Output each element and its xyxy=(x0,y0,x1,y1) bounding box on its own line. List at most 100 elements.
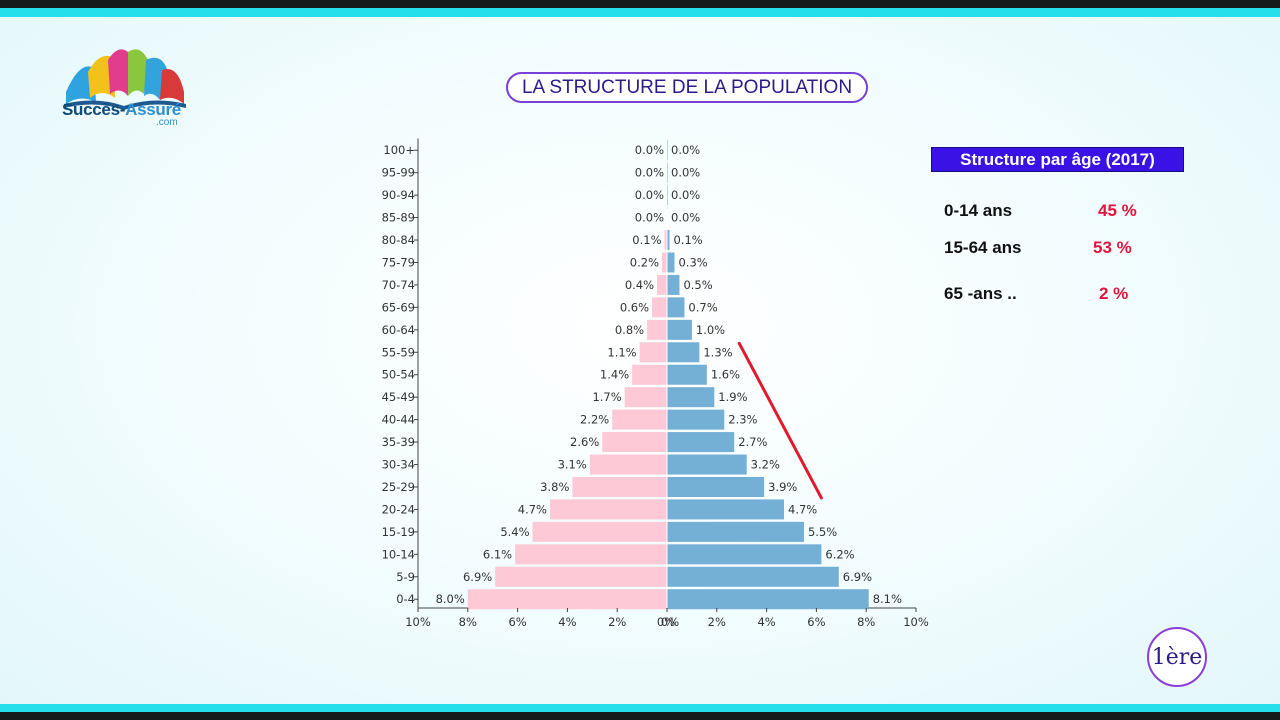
bottom-frame-bar xyxy=(0,712,1280,720)
y-tick-label: 80-84 xyxy=(382,233,415,247)
bar-left xyxy=(662,252,667,273)
x-tick-label: 6% xyxy=(508,615,526,629)
data-label-left: 0.0% xyxy=(635,143,664,157)
bar-right xyxy=(667,140,668,161)
data-label-left: 0.1% xyxy=(632,233,661,247)
trend-annotation-line xyxy=(737,341,823,500)
bar-right xyxy=(667,319,692,340)
top-accent-stripe xyxy=(0,8,1280,17)
data-label-left: 0.2% xyxy=(630,255,659,269)
x-tick-label: 8% xyxy=(459,615,477,629)
bar-right xyxy=(667,566,839,587)
y-tick-label: 75-79 xyxy=(382,255,415,269)
y-tick-label: 55-59 xyxy=(382,345,415,359)
data-label-left: 0.8% xyxy=(615,323,644,337)
bar-left xyxy=(639,342,667,363)
y-tick-label: 90-94 xyxy=(382,188,415,202)
x-tick-label: 4% xyxy=(558,615,576,629)
logo-wordmark: Succès-Assuré xyxy=(62,100,181,119)
bar-right xyxy=(667,364,707,385)
bar-left xyxy=(664,230,667,251)
stat-value-15-64: 53 % xyxy=(1093,238,1132,257)
data-label-right: 1.6% xyxy=(711,368,740,382)
bar-right xyxy=(667,274,680,295)
y-tick-label: 40-44 xyxy=(382,413,415,427)
logo-domain: .com xyxy=(156,117,178,128)
data-label-left: 6.9% xyxy=(463,570,492,584)
x-tick-label: 4% xyxy=(757,615,775,629)
stat-label-0-14: 0-14 ans xyxy=(944,201,1013,220)
y-tick-label: 10-14 xyxy=(382,547,415,561)
bar-right xyxy=(667,342,700,363)
data-label-left: 1.1% xyxy=(607,345,636,359)
bar-left xyxy=(572,476,667,497)
bar-left xyxy=(657,274,667,295)
data-label-left: 0.0% xyxy=(635,211,664,225)
x-tick-label: 0% xyxy=(661,615,679,629)
data-label-left: 0.0% xyxy=(635,166,664,180)
data-label-right: 0.0% xyxy=(671,211,700,225)
bar-left xyxy=(624,387,667,408)
bar-right xyxy=(667,544,822,565)
data-label-right: 4.7% xyxy=(788,502,817,516)
y-tick-label: 15-19 xyxy=(382,525,415,539)
bar-right xyxy=(667,432,735,453)
level-badge: 1ère xyxy=(1147,627,1207,687)
data-label-right: 8.1% xyxy=(873,592,902,606)
x-tick-label: 6% xyxy=(807,615,825,629)
x-tick-label: 0% xyxy=(657,615,675,629)
bar-right xyxy=(667,297,685,318)
y-tick-label: 35-39 xyxy=(382,435,415,449)
data-label-left: 0.4% xyxy=(625,278,654,292)
bar-right xyxy=(667,521,804,542)
data-label-right: 0.7% xyxy=(688,300,717,314)
data-label-right: 0.3% xyxy=(678,255,707,269)
data-label-left: 3.8% xyxy=(540,480,569,494)
bar-left xyxy=(532,521,667,542)
data-label-right: 1.3% xyxy=(703,345,732,359)
data-label-right: 1.9% xyxy=(718,390,747,404)
stat-label-15-64: 15-64 ans xyxy=(944,238,1022,257)
data-label-left: 1.4% xyxy=(600,368,629,382)
bar-left xyxy=(495,566,667,587)
bar-left xyxy=(632,364,667,385)
page-title: LA STRUCTURE DE LA POPULATION xyxy=(506,72,868,103)
bar-right xyxy=(667,454,747,475)
bar-right xyxy=(667,476,765,497)
y-tick-label: 0-4 xyxy=(396,592,415,606)
x-tick-label: 8% xyxy=(857,615,875,629)
book-logo-icon xyxy=(64,49,186,110)
y-tick-label: 45-49 xyxy=(382,390,415,404)
bar-left xyxy=(612,409,667,430)
data-label-left: 0.6% xyxy=(620,300,649,314)
bar-right xyxy=(667,499,785,520)
stat-label-65-plus: 65 -ans .. xyxy=(944,284,1017,303)
data-label-right: 0.1% xyxy=(673,233,702,247)
top-frame-bar xyxy=(0,0,1280,8)
bar-left xyxy=(602,432,667,453)
y-tick-label: 25-29 xyxy=(382,480,415,494)
bar-left xyxy=(589,454,667,475)
y-tick-label: 20-24 xyxy=(382,502,415,516)
y-tick-label: 85-89 xyxy=(382,211,415,225)
bar-left xyxy=(467,589,667,610)
bar-left xyxy=(515,544,667,565)
stat-value-0-14: 45 % xyxy=(1098,201,1137,220)
data-label-right: 3.9% xyxy=(768,480,797,494)
data-label-left: 3.1% xyxy=(558,458,587,472)
data-label-right: 5.5% xyxy=(808,525,837,539)
data-label-left: 8.0% xyxy=(436,592,465,606)
y-tick-label: 50-54 xyxy=(382,368,415,382)
bottom-accent-stripe xyxy=(0,704,1280,712)
data-label-right: 0.0% xyxy=(671,143,700,157)
y-tick-label: 70-74 xyxy=(382,278,415,292)
y-tick-label: 65-69 xyxy=(382,300,415,314)
x-tick-label: 10% xyxy=(903,615,929,629)
bar-right xyxy=(667,162,668,183)
data-label-left: 2.2% xyxy=(580,413,609,427)
data-label-right: 3.2% xyxy=(751,458,780,472)
data-label-right: 2.7% xyxy=(738,435,767,449)
data-label-right: 2.3% xyxy=(728,413,757,427)
y-tick-label: 30-34 xyxy=(382,458,415,472)
